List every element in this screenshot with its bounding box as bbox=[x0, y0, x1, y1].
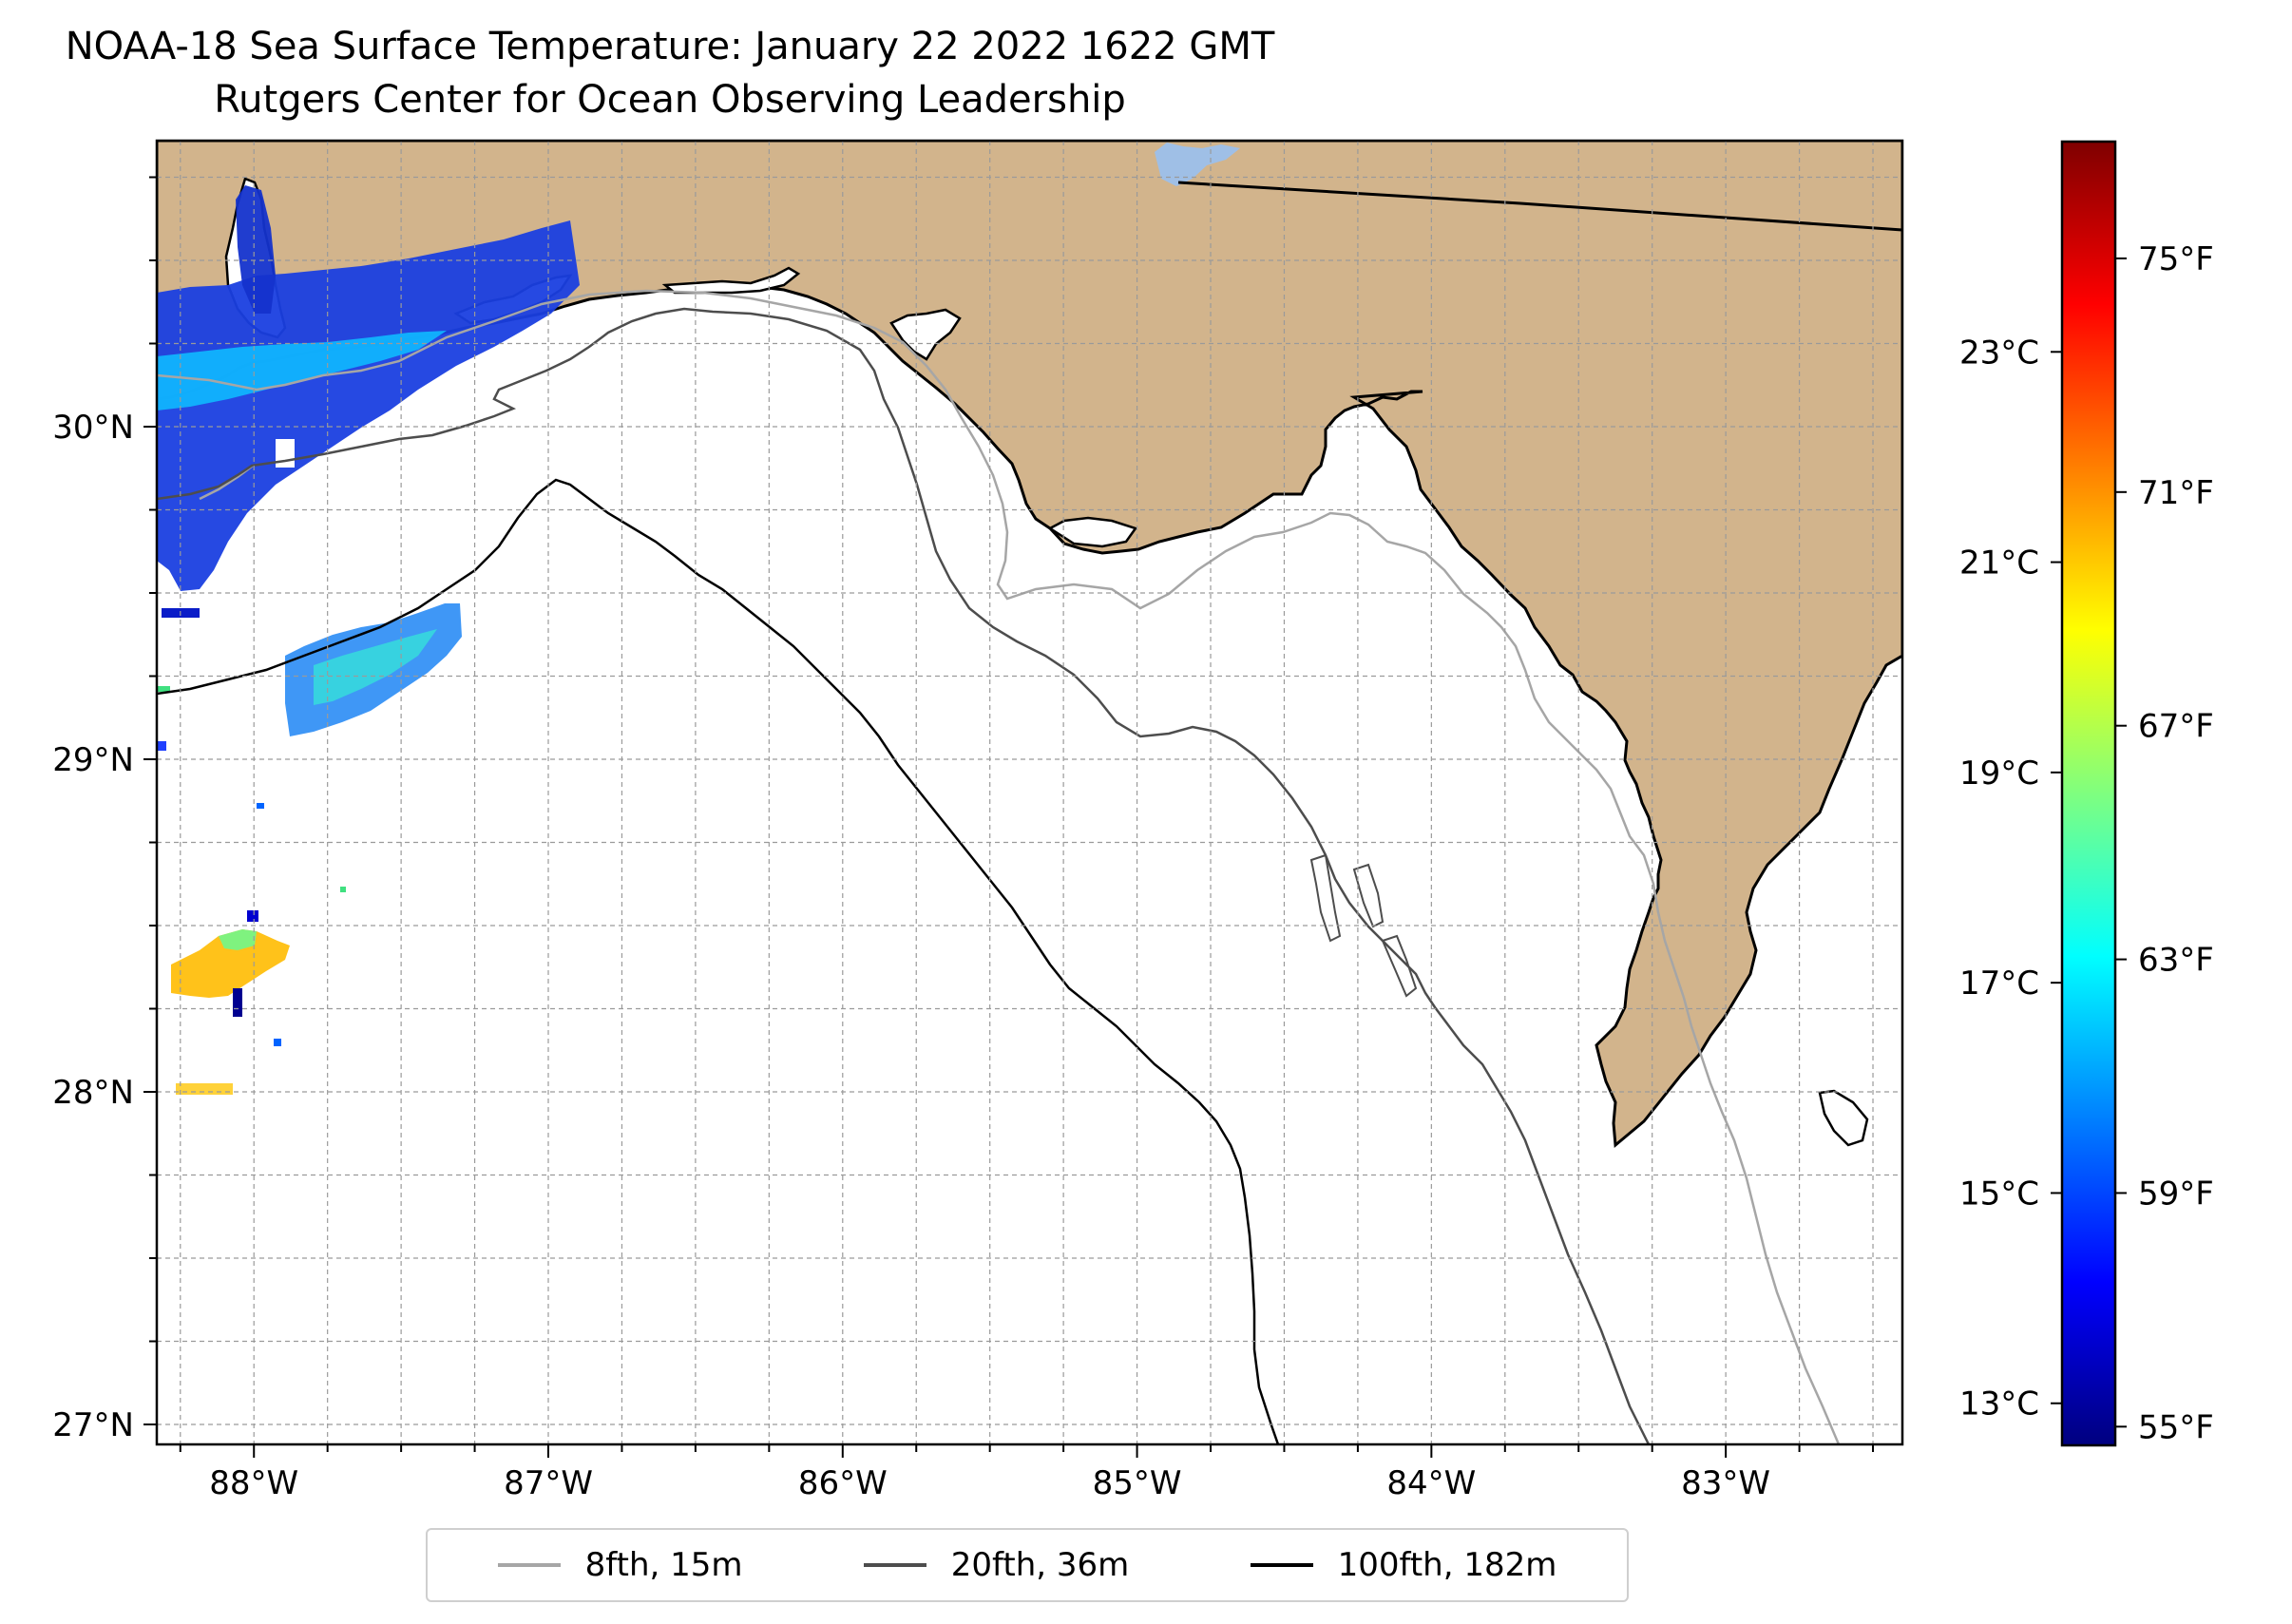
colorbar-fahrenheit-label: 67°F bbox=[2138, 708, 2214, 746]
sst-tiny-pixel-3 bbox=[157, 686, 170, 692]
lon-tick-label: 86°W bbox=[798, 1464, 888, 1502]
sst-bay-pixels bbox=[236, 185, 276, 314]
sst-warm-patch-dark-2 bbox=[247, 910, 258, 922]
apalachicola-bay bbox=[1047, 516, 1138, 548]
state-boundary bbox=[1177, 181, 1902, 232]
lat-tick-label: 29°N bbox=[52, 741, 134, 779]
legend-item: 20fth, 36m bbox=[863, 1546, 1130, 1584]
colorbar-celsius-label: 13°C bbox=[1959, 1385, 2039, 1423]
sst-tiny-pixel-6 bbox=[157, 741, 166, 751]
legend-line-swatch bbox=[1250, 1563, 1313, 1567]
lat-tick-label: 28°N bbox=[52, 1074, 134, 1112]
sst-pixel-layer bbox=[157, 185, 580, 1095]
legend-label: 8fth, 15m bbox=[584, 1546, 743, 1584]
chart-title: NOAA-18 Sea Surface Temperature: January… bbox=[65, 25, 1275, 68]
sst-warm-strip bbox=[176, 1083, 233, 1095]
colorbar-fahrenheit-label: 75°F bbox=[2138, 240, 2214, 278]
legend-label: 100fth, 182m bbox=[1337, 1546, 1557, 1584]
sst-tiny-pixel-2 bbox=[257, 803, 264, 809]
map-plot-area bbox=[157, 141, 1902, 1444]
tampa-bay bbox=[1818, 1089, 1869, 1147]
lon-axis: 88°W 87°W 86°W 85°W 84°W 83°W bbox=[179, 1444, 1875, 1502]
contour-100fth-182m bbox=[157, 478, 1280, 1444]
sst-warm-patch-green bbox=[219, 929, 257, 950]
colorbar-axis: 23°C 21°C 19°C 17°C 15°C 13°C 75°F 71°F 67°F 63°F… bbox=[1959, 240, 2214, 1446]
sst-tiny-pixel-1 bbox=[274, 1039, 281, 1046]
colorbar-fahrenheit-label: 59°F bbox=[2138, 1175, 2214, 1213]
contour-legend: 8fth, 15m 20fth, 36m 100fth, 182m bbox=[426, 1528, 1629, 1602]
colorbar-celsius-label: 23°C bbox=[1959, 334, 2039, 372]
legend-line-swatch bbox=[497, 1563, 561, 1567]
colorbar-celsius-label: 19°C bbox=[1959, 755, 2039, 793]
legend-label: 20fth, 36m bbox=[950, 1546, 1130, 1584]
sst-warm-patch bbox=[171, 929, 290, 998]
colorbar-fahrenheit-label: 63°F bbox=[2138, 942, 2214, 980]
gridlines bbox=[157, 141, 1902, 1444]
lon-tick-label: 83°W bbox=[1681, 1464, 1770, 1502]
legend-item: 8fth, 15m bbox=[497, 1546, 743, 1584]
lat-tick-label: 27°N bbox=[52, 1406, 134, 1444]
sst-nearshore-warm bbox=[157, 331, 447, 411]
contour-20fth-islands bbox=[1309, 853, 1418, 998]
map-frame bbox=[155, 139, 1904, 1446]
colorbar-fahrenheit-label: 55°F bbox=[2138, 1408, 2214, 1446]
legend-line-swatch bbox=[863, 1563, 926, 1567]
contour-20fth-36m bbox=[157, 307, 1651, 1444]
lat-axis: 30°N 29°N 28°N 27°N bbox=[52, 176, 157, 1444]
lon-tick-label: 85°W bbox=[1093, 1464, 1182, 1502]
lon-tick-label: 88°W bbox=[209, 1464, 298, 1502]
lat-tick-label: 30°N bbox=[52, 409, 134, 447]
colorbar bbox=[2060, 140, 2117, 1447]
lon-tick-label: 84°W bbox=[1386, 1464, 1476, 1502]
sst-offshore-cyan bbox=[314, 629, 437, 705]
legend-item: 100fth, 182m bbox=[1250, 1546, 1557, 1584]
sst-warm-patch-dark-1 bbox=[233, 988, 242, 1017]
lon-tick-label: 87°W bbox=[504, 1464, 593, 1502]
st-andrew-bay bbox=[889, 308, 962, 361]
sst-tiny-pixel-5 bbox=[340, 887, 346, 892]
lake-seminole bbox=[1155, 143, 1240, 186]
colorbar-celsius-label: 17°C bbox=[1959, 965, 2039, 1003]
colorbar-celsius-label: 15°C bbox=[1959, 1175, 2039, 1213]
colorbar-fahrenheit-label: 71°F bbox=[2138, 474, 2214, 512]
colorbar-celsius-label: 21°C bbox=[1959, 545, 2039, 583]
sst-pixel-gap bbox=[276, 439, 295, 468]
chart-subtitle: Rutgers Center for Ocean Observing Leade… bbox=[214, 78, 1126, 122]
